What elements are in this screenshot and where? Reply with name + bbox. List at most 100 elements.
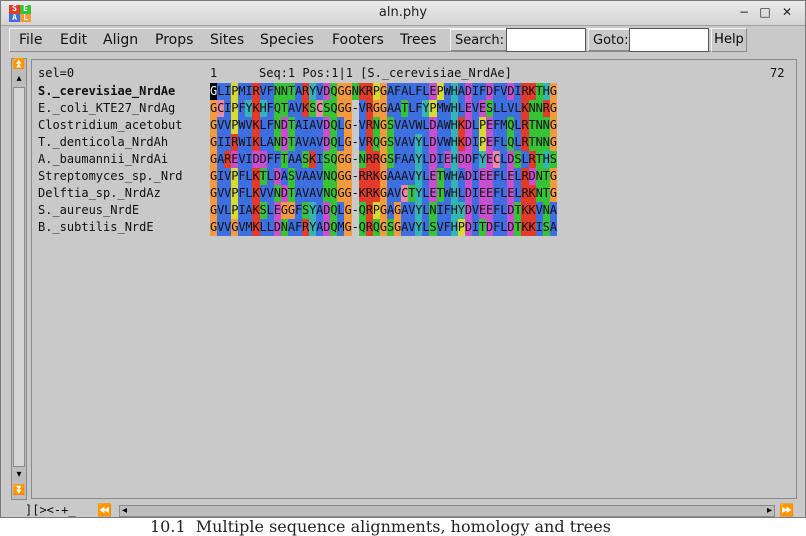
residue[interactable]: Y: [309, 219, 316, 236]
residue[interactable]: N: [429, 202, 436, 219]
residue[interactable]: W: [238, 117, 245, 134]
residue[interactable]: S: [514, 151, 521, 168]
residue[interactable]: V: [302, 134, 309, 151]
residue[interactable]: N: [274, 185, 281, 202]
residue[interactable]: V: [316, 134, 323, 151]
residue[interactable]: V: [260, 185, 267, 202]
residue[interactable]: -: [352, 100, 359, 117]
residue[interactable]: K: [359, 185, 366, 202]
residue[interactable]: V: [224, 117, 231, 134]
residue[interactable]: L: [472, 117, 479, 134]
residue[interactable]: L: [224, 202, 231, 219]
residue[interactable]: K: [458, 117, 465, 134]
search-input[interactable]: [506, 28, 586, 52]
sequence-name[interactable]: S._cerevisiae_NrdAe: [38, 83, 183, 100]
residue[interactable]: T: [514, 219, 521, 236]
residue[interactable]: R: [521, 185, 528, 202]
residue[interactable]: F: [295, 202, 302, 219]
menu-species[interactable]: Species: [260, 32, 314, 48]
residue[interactable]: G: [344, 219, 351, 236]
residue[interactable]: V: [359, 117, 366, 134]
residue[interactable]: S: [302, 151, 309, 168]
residue[interactable]: H: [543, 83, 550, 100]
residue[interactable]: R: [366, 202, 373, 219]
residue[interactable]: H: [451, 219, 458, 236]
residue[interactable]: L: [260, 134, 267, 151]
residue[interactable]: G: [210, 134, 217, 151]
residue[interactable]: P: [231, 185, 238, 202]
residue[interactable]: H: [260, 100, 267, 117]
residue[interactable]: V: [316, 117, 323, 134]
residue[interactable]: L: [500, 134, 507, 151]
residue[interactable]: Y: [458, 202, 465, 219]
residue[interactable]: D: [507, 219, 514, 236]
residue[interactable]: A: [401, 168, 408, 185]
residue[interactable]: I: [472, 83, 479, 100]
residue[interactable]: D: [507, 202, 514, 219]
residue[interactable]: T: [514, 202, 521, 219]
residue[interactable]: F: [415, 83, 422, 100]
residue[interactable]: V: [437, 219, 444, 236]
residue[interactable]: K: [521, 219, 528, 236]
menu-file[interactable]: File: [19, 32, 42, 48]
residue[interactable]: I: [536, 219, 543, 236]
residue[interactable]: L: [500, 168, 507, 185]
residue[interactable]: D: [529, 168, 536, 185]
residue[interactable]: W: [444, 168, 451, 185]
sequence-row[interactable]: GAREVIDDFFTAASKISQGG-NRRGSFAAYLDIEHDDFYE…: [210, 151, 557, 168]
residue[interactable]: A: [387, 185, 394, 202]
residue[interactable]: G: [394, 219, 401, 236]
residue[interactable]: H: [451, 185, 458, 202]
title-bar[interactable]: S E A L aln.phy − □ ✕: [1, 1, 805, 26]
residue[interactable]: Q: [274, 100, 281, 117]
residue[interactable]: P: [437, 83, 444, 100]
residue[interactable]: D: [252, 151, 259, 168]
residue[interactable]: G: [344, 83, 351, 100]
residue[interactable]: D: [465, 219, 472, 236]
residue[interactable]: L: [500, 185, 507, 202]
residue[interactable]: A: [295, 134, 302, 151]
residue[interactable]: A: [281, 168, 288, 185]
residue[interactable]: V: [359, 134, 366, 151]
residue[interactable]: L: [500, 100, 507, 117]
residue[interactable]: L: [408, 100, 415, 117]
residue[interactable]: G: [380, 83, 387, 100]
residue[interactable]: G: [344, 134, 351, 151]
residue[interactable]: K: [529, 219, 536, 236]
residue[interactable]: D: [274, 168, 281, 185]
residue[interactable]: S: [550, 151, 557, 168]
residue[interactable]: P: [373, 83, 380, 100]
residue[interactable]: G: [337, 100, 344, 117]
residue[interactable]: L: [245, 168, 252, 185]
residue[interactable]: S: [387, 219, 394, 236]
scroll-right-icon[interactable]: ▸: [767, 504, 772, 518]
scroll-left-end-icon[interactable]: ⏪: [97, 503, 112, 517]
scroll-bottom-icon[interactable]: ⏬: [12, 485, 26, 497]
residue[interactable]: D: [465, 134, 472, 151]
residue[interactable]: F: [394, 151, 401, 168]
residue[interactable]: L: [458, 185, 465, 202]
residue[interactable]: N: [536, 134, 543, 151]
residue[interactable]: Y: [245, 100, 252, 117]
residue[interactable]: E: [274, 202, 281, 219]
residue[interactable]: E: [479, 185, 486, 202]
residue[interactable]: Q: [373, 134, 380, 151]
residue[interactable]: V: [408, 202, 415, 219]
residue[interactable]: Q: [330, 117, 337, 134]
residue[interactable]: G: [380, 219, 387, 236]
residue[interactable]: G: [344, 168, 351, 185]
residue[interactable]: T: [437, 168, 444, 185]
sequence-row[interactable]: GLIPMIRVFNNTARYVDQGGNKRPGAFALFLEPWHADIFD…: [210, 83, 557, 100]
residue[interactable]: S: [323, 100, 330, 117]
residue[interactable]: H: [451, 151, 458, 168]
residue[interactable]: Y: [422, 100, 429, 117]
residue[interactable]: F: [493, 219, 500, 236]
residue[interactable]: D: [458, 151, 465, 168]
sequence-row[interactable]: GVLPIAKSLEGGFSYADQLG-QRPGAGAVYLNIFHYDVEE…: [210, 202, 557, 219]
residue[interactable]: F: [238, 100, 245, 117]
residue[interactable]: P: [479, 117, 486, 134]
residue[interactable]: Q: [373, 219, 380, 236]
residue[interactable]: T: [288, 83, 295, 100]
residue[interactable]: I: [217, 168, 224, 185]
residue[interactable]: A: [217, 151, 224, 168]
